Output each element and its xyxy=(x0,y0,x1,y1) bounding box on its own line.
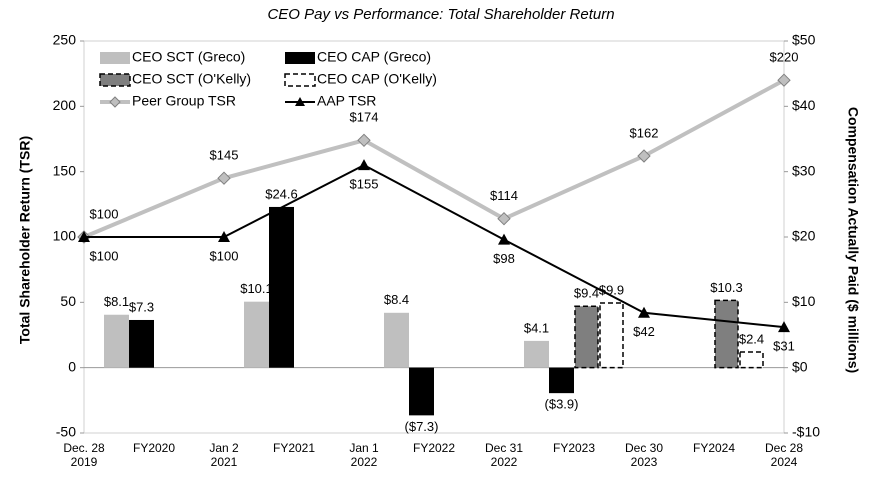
line-marker xyxy=(497,211,511,226)
x-tick-label: FY2024 xyxy=(692,441,736,455)
y2-tick-label: $50 xyxy=(792,32,816,48)
bar-value-label: $9.4 xyxy=(574,286,599,301)
bar xyxy=(549,367,574,394)
line-marker xyxy=(78,231,90,242)
x-tick-label: Dec. 28 2019 xyxy=(63,441,105,469)
line-value-label: $98 xyxy=(493,251,515,266)
x-tick-label: Dec 30 2023 xyxy=(624,441,664,469)
y2-tick-label: $0 xyxy=(792,358,808,374)
bar-value-label: $4.1 xyxy=(524,320,549,335)
y-tick-label: 250 xyxy=(53,32,77,48)
y-tick-label: -50 xyxy=(56,424,76,440)
bar xyxy=(574,305,599,369)
y-tick-label: 50 xyxy=(60,293,76,309)
y2-tick-label: $40 xyxy=(792,97,816,113)
line-marker xyxy=(637,149,651,163)
line-marker xyxy=(218,231,230,242)
x-tick-label: Dec 28 2024 xyxy=(764,441,804,469)
legend-marker xyxy=(109,96,121,108)
legend-swatch xyxy=(284,73,316,87)
x-tick-label: Dec 31 2022 xyxy=(484,441,524,469)
y-tick-label: 200 xyxy=(53,97,77,113)
line-value-label: $155 xyxy=(350,177,379,192)
x-tick-label: Jan 1 2022 xyxy=(349,441,379,469)
line-marker xyxy=(358,159,370,171)
x-tick-label: FY2022 xyxy=(412,441,456,455)
line xyxy=(84,164,785,329)
line-marker xyxy=(217,171,231,185)
legend-label: AAP TSR xyxy=(317,93,376,109)
bar-value-label: $2.4 xyxy=(739,331,764,346)
bar xyxy=(104,314,129,368)
y2-tick-label: -$10 xyxy=(792,424,820,440)
bar xyxy=(409,367,434,416)
bar-value-label: $24.6 xyxy=(265,186,298,201)
line-value-label: $100 xyxy=(210,248,239,263)
bar xyxy=(384,312,409,368)
bar xyxy=(739,351,764,369)
legend-swatch xyxy=(99,73,131,87)
chart-title: CEO Pay vs Performance: Total Shareholde… xyxy=(267,6,614,23)
legend-label: Peer Group TSR xyxy=(132,93,236,109)
y-tick-label: 0 xyxy=(68,358,76,374)
bar-value-label: $8.4 xyxy=(384,292,409,307)
y-tick-label: 100 xyxy=(53,228,77,244)
x-tick-label: Jan 2 2021 xyxy=(209,441,239,469)
line-marker xyxy=(777,73,791,87)
bar xyxy=(269,206,294,368)
legend-swatch xyxy=(285,52,315,64)
line-value-label: $174 xyxy=(350,110,379,125)
legend-label: CEO SCT (Greco) xyxy=(132,49,245,65)
line-marker xyxy=(638,306,650,318)
legend-marker xyxy=(295,97,305,106)
line-value-label: $31 xyxy=(773,339,795,354)
line-value-label: $100 xyxy=(90,206,119,221)
bar-value-label: ($3.9) xyxy=(545,397,579,412)
line-marker xyxy=(778,321,790,333)
bar-value-label: $10.1 xyxy=(240,281,273,296)
line-value-label: $100 xyxy=(90,248,119,263)
bar-value-label: $10.3 xyxy=(710,280,743,295)
y2-tick-label: $30 xyxy=(792,162,816,178)
x-tick-label: FY2021 xyxy=(272,441,316,455)
line-value-label: $145 xyxy=(210,148,239,163)
bar xyxy=(524,340,549,368)
line-value-label: $42 xyxy=(633,324,655,339)
y2-tick-label: $20 xyxy=(792,228,816,244)
x-tick-label: FY2023 xyxy=(552,441,596,455)
y2-tick-label: $10 xyxy=(792,293,816,309)
line xyxy=(83,78,785,239)
legend-swatch xyxy=(100,52,130,64)
x-tick-label: FY2020 xyxy=(132,441,176,455)
line-marker xyxy=(498,233,510,245)
bar-value-label: ($7.3) xyxy=(405,419,439,434)
line-value-label: $220 xyxy=(770,50,799,65)
bar-value-label: $9.9 xyxy=(599,282,624,297)
bar xyxy=(599,302,624,369)
y-axis-title: Total Shareholder Return (TSR) xyxy=(17,136,33,344)
bar xyxy=(129,319,154,368)
bar-value-label: $7.3 xyxy=(129,299,154,314)
y-tick-label: 150 xyxy=(53,162,77,178)
bar xyxy=(244,301,269,368)
legend-label: CEO SCT (O'Kelly) xyxy=(132,71,251,87)
bar xyxy=(714,299,739,369)
y2-axis-title: Compensation Actually Paid ($ millions) xyxy=(845,107,861,373)
line-marker xyxy=(357,133,371,148)
bar-value-label: $8.1 xyxy=(104,294,129,309)
line-value-label: $114 xyxy=(490,188,518,203)
legend-label: CEO CAP (Greco) xyxy=(317,49,431,65)
legend-label: CEO CAP (O'Kelly) xyxy=(317,71,437,87)
line-value-label: $162 xyxy=(630,125,659,140)
